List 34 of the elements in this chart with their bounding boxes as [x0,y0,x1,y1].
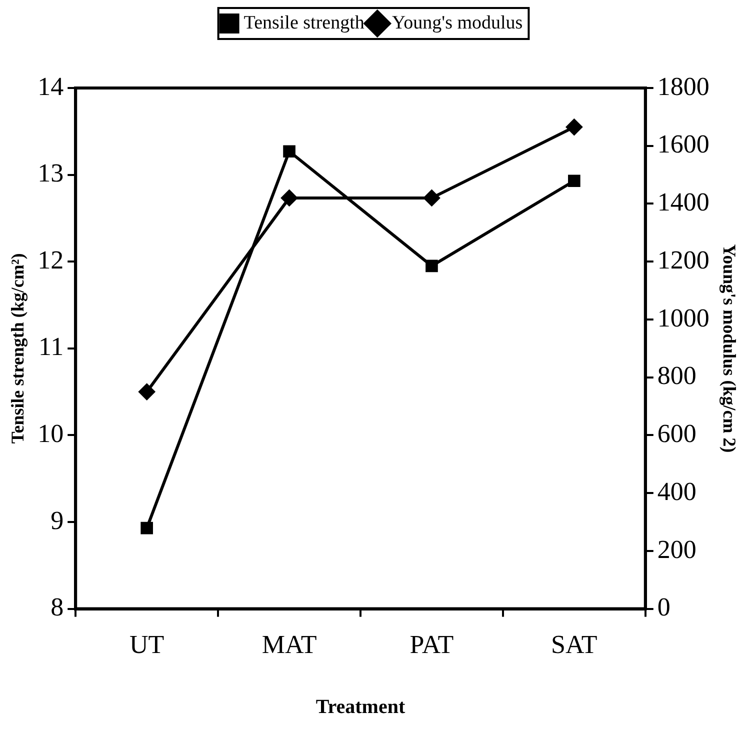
x-axis-title: Treatment [316,696,406,718]
legend-label: Tensile strength [244,12,365,34]
y2-tick-label: 1600 [657,130,710,159]
legend-label: Young's modulus [392,12,523,34]
y-axis-title: Tensile strength (kg/cm²) [7,253,28,444]
point [280,189,298,206]
y-tick-label: 11 [38,332,64,362]
x-tick-label: SAT [551,630,598,660]
point [423,189,440,206]
point [283,145,296,158]
y2-tick-label: 200 [657,534,696,564]
x-tick-label: MAT [262,630,317,660]
point [140,522,153,534]
y-tick-label: 14 [38,72,64,101]
y2-tick-label: 400 [657,476,696,506]
y2-tick-label: 1800 [657,72,710,101]
y-tick-label: 10 [38,419,64,448]
y2-tick-label: 800 [657,361,696,390]
y2-tick-label: 600 [657,419,696,448]
x-tick-label: UT [129,630,164,660]
y2-tick-label: 0 [657,592,670,622]
x-tick-label: PAT [410,630,454,660]
y2-tick-label: 1000 [657,303,710,332]
y-tick-label: 12 [38,245,64,274]
y-tick-label: 8 [50,592,64,622]
point [566,118,583,136]
point [138,383,156,400]
y2-axis-title: Young's modulus (kg/cm 2) [720,244,740,453]
y-tick-label: 9 [50,506,64,535]
point [426,260,438,272]
y2-tick-label: 1400 [657,188,710,217]
y2-tick-label: 1200 [657,245,710,274]
y-tick-label: 13 [38,158,64,188]
point [568,174,580,188]
